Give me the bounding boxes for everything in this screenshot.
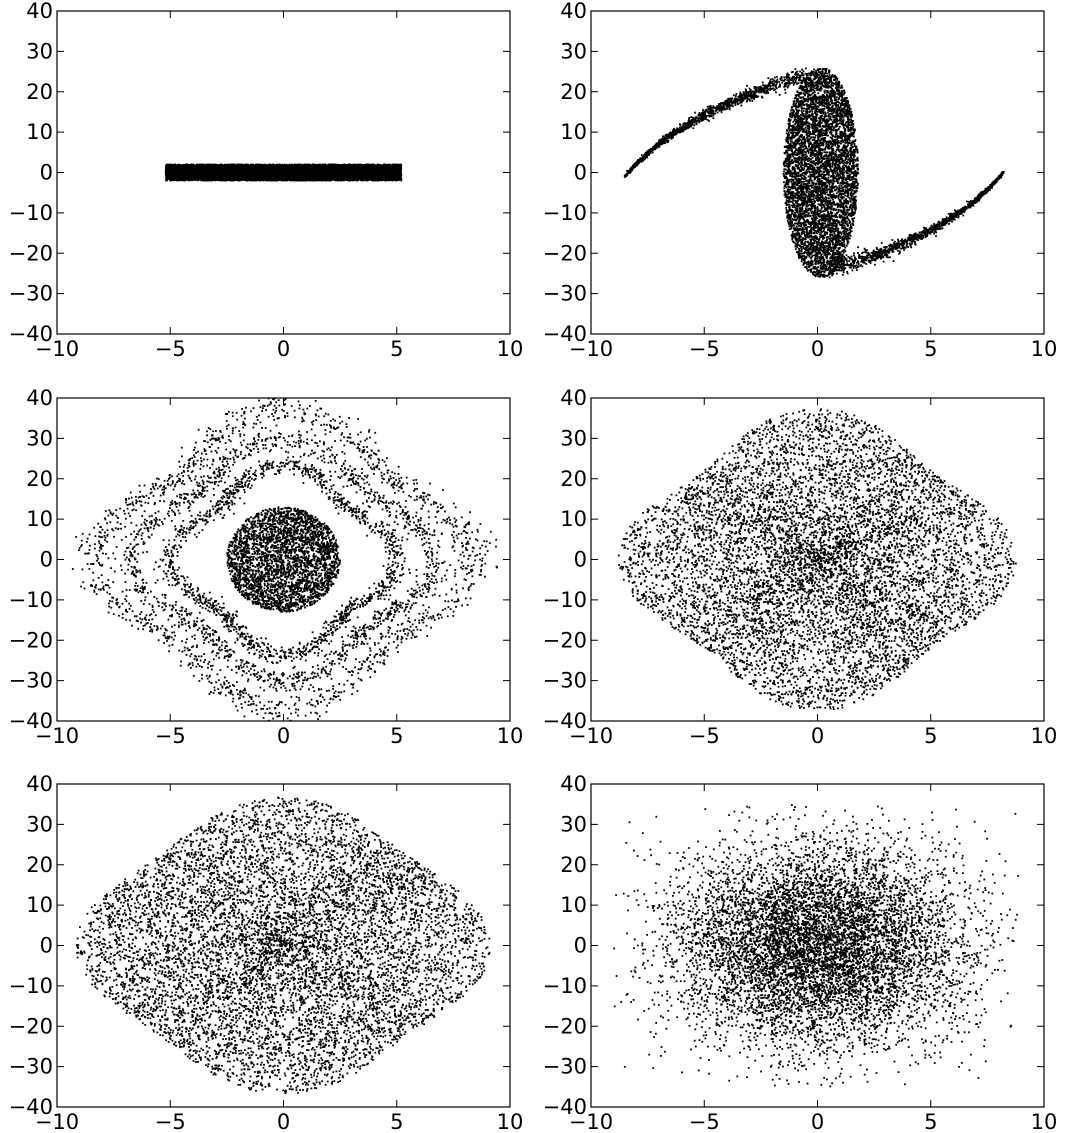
data-point: [338, 166, 341, 169]
data-point: [294, 163, 296, 166]
data-point: [193, 172, 195, 175]
data-point: [252, 171, 255, 173]
data-point: [259, 163, 262, 166]
data-point: [309, 166, 311, 169]
data-point: [395, 163, 398, 166]
data-point: [183, 179, 186, 182]
data-point: [182, 170, 185, 173]
data-point: [379, 163, 381, 166]
data-point: [342, 163, 345, 166]
data-point: [384, 179, 387, 182]
data-point: [165, 179, 167, 182]
data-point: [234, 168, 236, 170]
data-point: [198, 166, 201, 169]
data-point: [294, 176, 297, 178]
data-point: [218, 164, 221, 167]
data-point: [173, 164, 175, 167]
data-point: [349, 178, 352, 181]
data-point: [199, 166, 202, 169]
data-point: [252, 179, 255, 181]
data-point: [394, 169, 397, 171]
data-point: [183, 166, 185, 169]
data-point: [349, 179, 352, 182]
data-point: [395, 174, 398, 177]
data-point: [327, 169, 330, 171]
data-point: [385, 169, 388, 171]
data-point: [285, 173, 288, 176]
data-point: [400, 179, 403, 182]
data-point: [347, 179, 350, 182]
data-point: [322, 169, 325, 171]
data-point: [399, 163, 402, 166]
data-point: [395, 165, 398, 168]
data-point: [343, 173, 346, 175]
data-point: [334, 163, 336, 166]
data-point: [261, 164, 264, 167]
data-point: [378, 166, 381, 168]
data-point: [184, 179, 187, 182]
data-point: [345, 177, 348, 180]
data-point: [290, 163, 293, 166]
data-point: [227, 177, 229, 179]
data-point: [372, 169, 375, 172]
data-point: [327, 179, 330, 182]
data-point: [222, 173, 225, 176]
scatter-points: [164, 163, 403, 182]
